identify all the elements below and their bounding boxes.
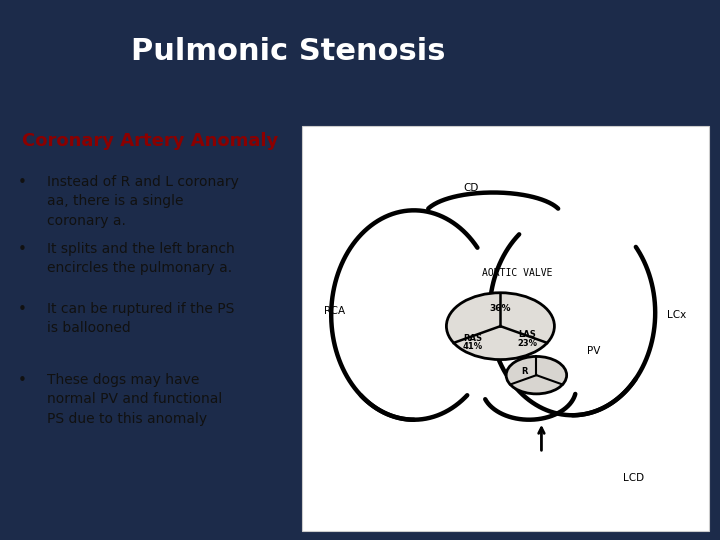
Text: LCD: LCD	[623, 472, 644, 483]
Text: 23%: 23%	[518, 339, 537, 348]
Text: •: •	[18, 175, 27, 190]
FancyBboxPatch shape	[302, 126, 709, 531]
Bar	[0, 111, 720, 117]
Text: CD: CD	[463, 183, 478, 193]
Bar	[0, 261, 720, 267]
Bar	[0, 156, 720, 161]
Text: •: •	[18, 302, 27, 316]
Bar	[0, 273, 720, 278]
Bar	[0, 145, 720, 150]
Bar	[0, 284, 720, 289]
Circle shape	[446, 293, 554, 360]
Bar	[0, 123, 720, 128]
Bar	[0, 245, 720, 251]
Text: •: •	[18, 241, 27, 256]
Bar	[0, 172, 720, 178]
Bar	[0, 161, 720, 167]
Text: AORTIC VALVE: AORTIC VALVE	[482, 268, 553, 278]
Bar	[0, 94, 720, 100]
Bar	[0, 301, 720, 306]
Bar	[0, 178, 720, 184]
Bar	[0, 306, 720, 312]
Bar	[0, 117, 720, 123]
Bar	[0, 222, 720, 228]
Circle shape	[506, 356, 567, 394]
Bar	[0, 234, 720, 239]
Bar	[0, 312, 720, 317]
Bar	[0, 295, 720, 301]
Bar	[0, 139, 720, 145]
Text: These dogs may have
normal PV and functional
PS due to this anomaly: These dogs may have normal PV and functi…	[47, 373, 222, 426]
Bar	[0, 267, 720, 273]
Bar	[0, 184, 720, 189]
Text: R: R	[522, 367, 528, 376]
Bar	[0, 251, 720, 256]
Bar	[0, 206, 720, 212]
Bar	[0, 128, 720, 133]
Bar	[0, 256, 720, 261]
Bar	[0, 150, 720, 156]
Bar	[0, 289, 720, 295]
Text: 41%: 41%	[462, 342, 482, 352]
Bar	[0, 228, 720, 234]
Bar	[0, 133, 720, 139]
Text: Pulmonic Stenosis: Pulmonic Stenosis	[131, 37, 445, 66]
Text: RCA: RCA	[324, 306, 346, 315]
Text: Coronary Artery Anomaly: Coronary Artery Anomaly	[22, 132, 278, 150]
Text: 36%: 36%	[490, 304, 511, 313]
Text: LCx: LCx	[667, 310, 686, 320]
Text: •: •	[18, 373, 27, 388]
Bar	[0, 200, 720, 206]
Bar	[0, 195, 720, 200]
Bar	[0, 167, 720, 172]
Text: LAS: LAS	[518, 330, 536, 339]
Bar	[0, 189, 720, 195]
Text: It can be ruptured if the PS
is ballooned: It can be ruptured if the PS is balloone…	[47, 302, 234, 335]
Bar	[0, 278, 720, 284]
Bar	[0, 100, 720, 106]
Bar	[0, 239, 720, 245]
Bar	[0, 217, 720, 222]
Text: Instead of R and L coronary
aa, there is a single
coronary a.: Instead of R and L coronary aa, there is…	[47, 175, 238, 228]
Text: RAS: RAS	[463, 334, 482, 343]
Bar	[0, 106, 720, 111]
Bar	[0, 212, 720, 217]
Text: PV: PV	[587, 346, 600, 356]
Text: It splits and the left branch
encircles the pulmonary a.: It splits and the left branch encircles …	[47, 241, 235, 275]
